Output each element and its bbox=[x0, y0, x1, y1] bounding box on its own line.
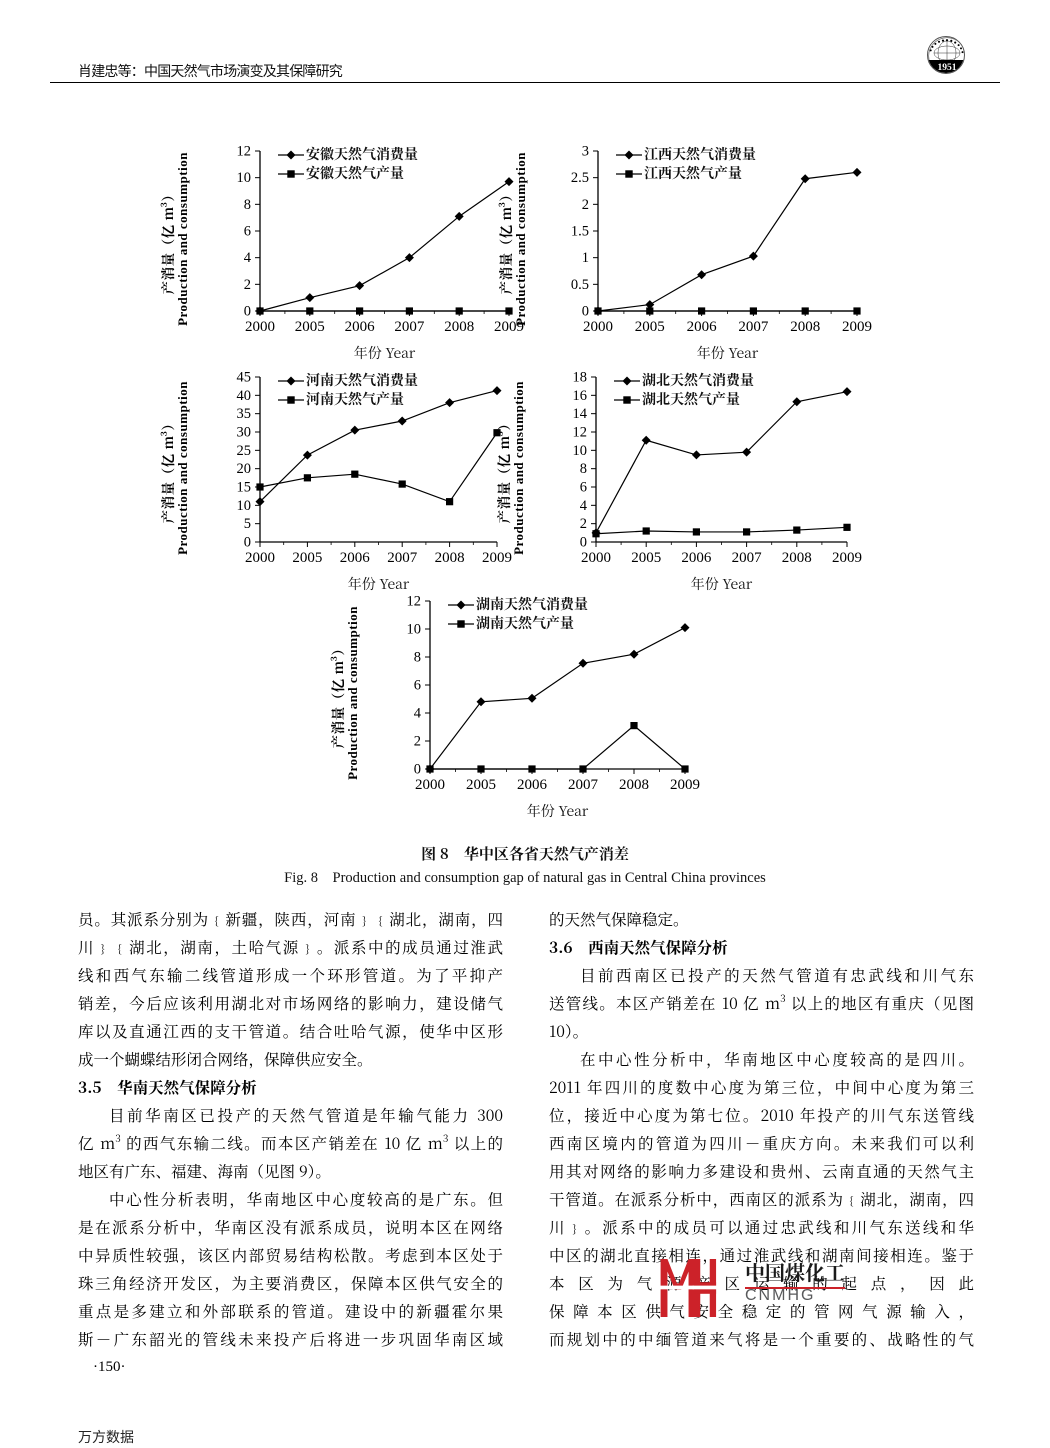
svg-text:2007: 2007 bbox=[387, 550, 418, 566]
svg-text:2007: 2007 bbox=[738, 319, 769, 335]
svg-text:2000: 2000 bbox=[245, 550, 275, 566]
svg-text:0.5: 0.5 bbox=[571, 277, 589, 293]
svg-text:0: 0 bbox=[244, 304, 251, 320]
svg-text:3: 3 bbox=[582, 144, 589, 160]
svg-text:2006: 2006 bbox=[340, 550, 371, 566]
svg-text:10: 10 bbox=[407, 622, 422, 638]
svg-text:8: 8 bbox=[244, 197, 251, 213]
svg-text:5: 5 bbox=[244, 516, 251, 532]
svg-text:2006: 2006 bbox=[681, 550, 712, 566]
svg-text:2006: 2006 bbox=[517, 777, 548, 793]
svg-text:1.5: 1.5 bbox=[571, 224, 589, 240]
svg-text:2000: 2000 bbox=[245, 319, 275, 335]
svg-text:2000: 2000 bbox=[581, 550, 611, 566]
svg-text:14: 14 bbox=[573, 406, 588, 422]
svg-text:8: 8 bbox=[414, 650, 421, 666]
svg-text:0: 0 bbox=[582, 304, 589, 320]
svg-text:2: 2 bbox=[580, 516, 587, 532]
svg-text:16: 16 bbox=[573, 388, 588, 404]
svg-text:2008: 2008 bbox=[790, 319, 820, 335]
svg-text:30: 30 bbox=[237, 425, 252, 441]
svg-text:2: 2 bbox=[244, 277, 251, 293]
svg-text:2008: 2008 bbox=[444, 319, 474, 335]
svg-text:2005: 2005 bbox=[631, 550, 661, 566]
svg-text:10: 10 bbox=[237, 170, 252, 186]
svg-text:12: 12 bbox=[407, 594, 422, 610]
svg-text:2005: 2005 bbox=[292, 550, 322, 566]
svg-text:1951: 1951 bbox=[938, 63, 957, 73]
svg-text:2007: 2007 bbox=[568, 777, 599, 793]
svg-text:2006: 2006 bbox=[687, 319, 718, 335]
svg-text:2005: 2005 bbox=[466, 777, 496, 793]
svg-text:25: 25 bbox=[237, 443, 252, 459]
svg-text:2005: 2005 bbox=[295, 319, 325, 335]
svg-text:2008: 2008 bbox=[435, 550, 465, 566]
svg-text:4: 4 bbox=[244, 250, 252, 266]
svg-text:10: 10 bbox=[237, 498, 252, 514]
svg-text:40: 40 bbox=[237, 388, 252, 404]
svg-text:2.5: 2.5 bbox=[571, 170, 589, 186]
svg-text:1: 1 bbox=[582, 250, 589, 266]
svg-text:2009: 2009 bbox=[832, 550, 862, 566]
svg-text:0: 0 bbox=[414, 762, 421, 778]
svg-text:6: 6 bbox=[414, 678, 421, 694]
svg-text:12: 12 bbox=[573, 425, 588, 441]
svg-text:4: 4 bbox=[414, 706, 422, 722]
svg-text:8: 8 bbox=[580, 461, 587, 477]
svg-text:35: 35 bbox=[237, 406, 252, 422]
svg-text:6: 6 bbox=[580, 480, 587, 496]
svg-text:12: 12 bbox=[237, 144, 252, 160]
svg-text:15: 15 bbox=[237, 480, 252, 496]
svg-text:2008: 2008 bbox=[619, 777, 649, 793]
svg-text:6: 6 bbox=[244, 224, 251, 240]
svg-text:2000: 2000 bbox=[583, 319, 613, 335]
svg-text:2006: 2006 bbox=[345, 319, 376, 335]
svg-text:2007: 2007 bbox=[732, 550, 763, 566]
svg-text:4: 4 bbox=[580, 498, 588, 514]
svg-text:45: 45 bbox=[237, 370, 252, 386]
svg-text:2: 2 bbox=[582, 197, 589, 213]
svg-text:2009: 2009 bbox=[670, 777, 700, 793]
svg-text:20: 20 bbox=[237, 461, 252, 477]
svg-text:2008: 2008 bbox=[782, 550, 812, 566]
svg-text:10: 10 bbox=[573, 443, 588, 459]
svg-text:2007: 2007 bbox=[394, 319, 425, 335]
svg-text:2005: 2005 bbox=[635, 319, 665, 335]
svg-text:0: 0 bbox=[580, 535, 587, 551]
svg-text:2: 2 bbox=[414, 734, 421, 750]
svg-text:18: 18 bbox=[573, 370, 588, 386]
svg-text:2009: 2009 bbox=[482, 550, 512, 566]
svg-text:2000: 2000 bbox=[415, 777, 445, 793]
svg-text:2009: 2009 bbox=[842, 319, 872, 335]
svg-text:0: 0 bbox=[244, 535, 251, 551]
